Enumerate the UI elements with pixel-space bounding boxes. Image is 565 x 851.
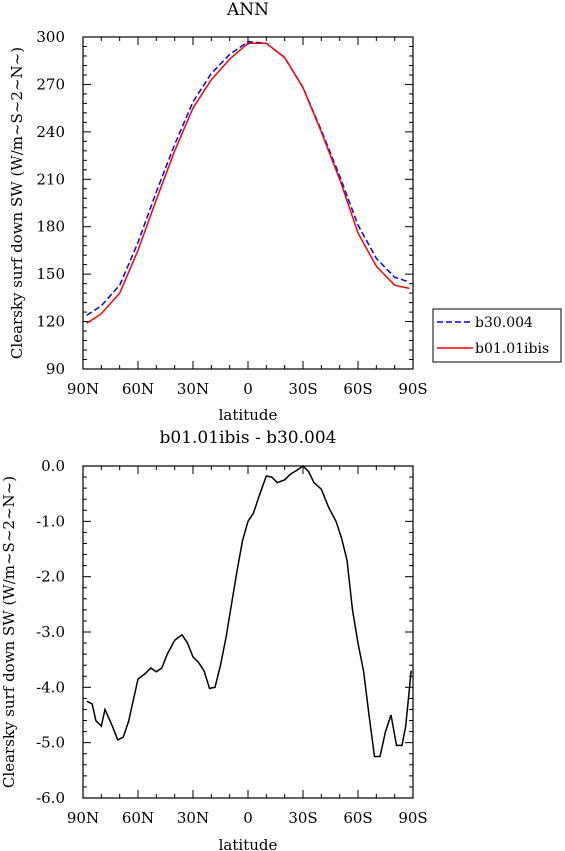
x-tick-label: 60N — [122, 380, 154, 398]
y-tick-label: 270 — [36, 75, 65, 93]
y-tick-label: -3.0 — [36, 623, 65, 641]
x-tick-label: 30N — [177, 809, 209, 827]
x-tick-label: 0 — [243, 380, 253, 398]
legend: b30.004 b01.01ibis — [432, 308, 562, 363]
series-line-b30-004 — [86, 40, 410, 316]
series-line-difference — [86, 465, 412, 758]
bottom-y-axis-label: Clearsky surf down SW (W/m~S~2~N~) — [0, 476, 18, 788]
top-y-ticks: 90 120 150 180 210 240 270 300 — [36, 28, 413, 378]
x-tick-label: 90S — [398, 380, 427, 398]
top-x-axis-label: latitude — [219, 406, 278, 424]
top-x-ticks: 90N 60N 30N 0 30S 60S 90S — [67, 37, 428, 398]
x-tick-label: 60S — [343, 809, 372, 827]
bottom-x-axis-label: latitude — [219, 836, 278, 851]
x-tick-label: 30N — [177, 380, 209, 398]
top-panel: ANN 90 120 150 180 210 240 270 300 90N 60N 30N 0 30… — [8, 0, 428, 424]
top-series-lines — [86, 40, 410, 324]
y-tick-label: -6.0 — [36, 789, 65, 807]
series-line-b01-01ibis — [86, 42, 410, 324]
y-tick-label: 120 — [36, 313, 65, 331]
legend-frame — [432, 308, 562, 363]
bottom-chart-title: b01.01ibis - b30.004 — [160, 428, 337, 448]
y-tick-label: 240 — [36, 123, 65, 141]
y-tick-label: 300 — [36, 28, 65, 46]
x-tick-label: 90N — [67, 809, 99, 827]
x-tick-label: 60N — [122, 809, 154, 827]
bottom-y-ticks: 0.0 -1.0 -2.0 -3.0 -4.0 -5.0 -6.0 — [36, 457, 413, 807]
bottom-plot-frame — [82, 465, 414, 799]
x-tick-label: 90S — [398, 809, 427, 827]
y-tick-label: 150 — [36, 265, 65, 283]
legend-label-b30-004: b30.004 — [475, 315, 533, 331]
top-chart-title: ANN — [226, 0, 269, 20]
y-tick-label: -2.0 — [36, 568, 65, 586]
y-tick-label: 210 — [36, 170, 65, 188]
y-tick-label: 180 — [36, 218, 65, 236]
y-tick-label: -4.0 — [36, 678, 65, 696]
x-tick-label: 0 — [243, 809, 253, 827]
legend-label-b01-01ibis: b01.01ibis — [475, 341, 549, 357]
bottom-panel: b01.01ibis - b30.004 0.0 -1.0 -2.0 -3.0 -4.0… — [0, 428, 428, 851]
y-tick-label: -5.0 — [36, 734, 65, 752]
y-tick-label: 90 — [46, 360, 65, 378]
y-tick-label: -1.0 — [36, 512, 65, 530]
bottom-x-ticks: 90N 60N 30N 0 30S 60S 90S — [67, 466, 428, 827]
top-y-axis-label: Clearsky surf down SW (W/m~S~2~N~) — [8, 47, 26, 359]
y-tick-label: 0.0 — [41, 457, 65, 475]
x-tick-label: 30S — [288, 380, 317, 398]
top-plot-frame — [82, 36, 414, 370]
x-tick-label: 60S — [343, 380, 372, 398]
bottom-series-lines — [86, 465, 412, 758]
x-tick-label: 30S — [288, 809, 317, 827]
x-tick-label: 90N — [67, 380, 99, 398]
